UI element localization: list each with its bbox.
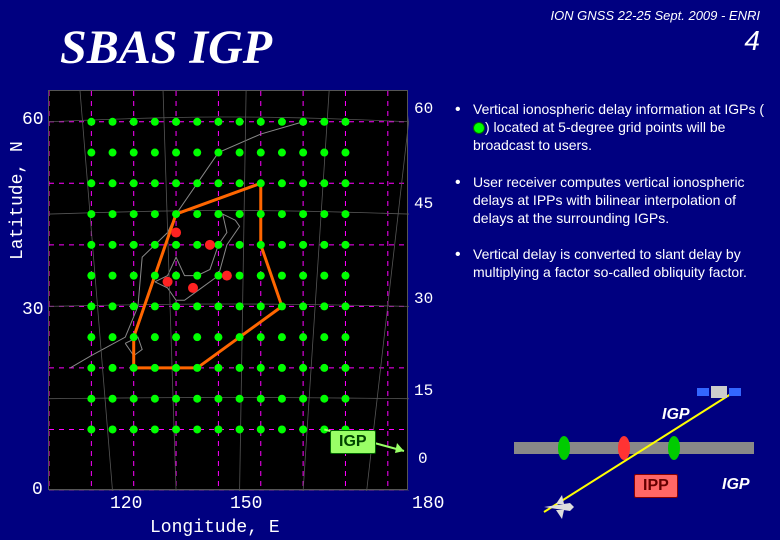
xtick: 120 [110,494,142,514]
ytick-left: 0 [32,480,43,500]
igp-label-top: IGP [654,404,698,426]
page-number: 4 [550,25,760,57]
xtick: 180 [412,494,444,514]
xtick: 150 [230,494,262,514]
ipp-label: IPP [634,474,678,498]
bullet-3: Vertical delay is converted to slant del… [455,245,770,281]
igp-label-map: IGP [330,430,376,454]
event-text: ION GNSS 22-25 Sept. 2009 - ENRI [550,8,760,23]
bullet-2: User receiver computes vertical ionosphe… [455,173,770,228]
ytick-right: 0 [418,450,428,468]
ytick-right: 60 [414,100,433,118]
aircraft-icon [544,495,574,519]
satellite-icon [697,386,741,398]
y-axis-label: Latitude, N [8,141,28,260]
ytick-right: 15 [414,382,433,400]
ipp-diagram-svg [504,382,764,522]
x-axis-label: Longitude, E [150,518,280,538]
ytick-right: 30 [414,290,433,308]
bullet-list: Vertical ionospheric delay information a… [455,100,770,300]
igp-dot [668,436,680,460]
igp-dot [558,436,570,460]
igp-label-right: IGP [714,474,758,496]
header-right: ION GNSS 22-25 Sept. 2009 - ENRI 4 [550,8,760,57]
page-title: SBAS IGP [60,20,272,75]
igp-dot-icon [473,122,485,134]
ytick-left: 30 [22,300,44,320]
ionosphere-bar [514,442,754,454]
ytick-left: 60 [22,110,44,130]
ytick-right: 45 [414,195,433,213]
ipp-dot [618,436,630,460]
bullet-1: Vertical ionospheric delay information a… [455,100,770,155]
ipp-diagram: IGP IPP IGP [504,382,764,522]
